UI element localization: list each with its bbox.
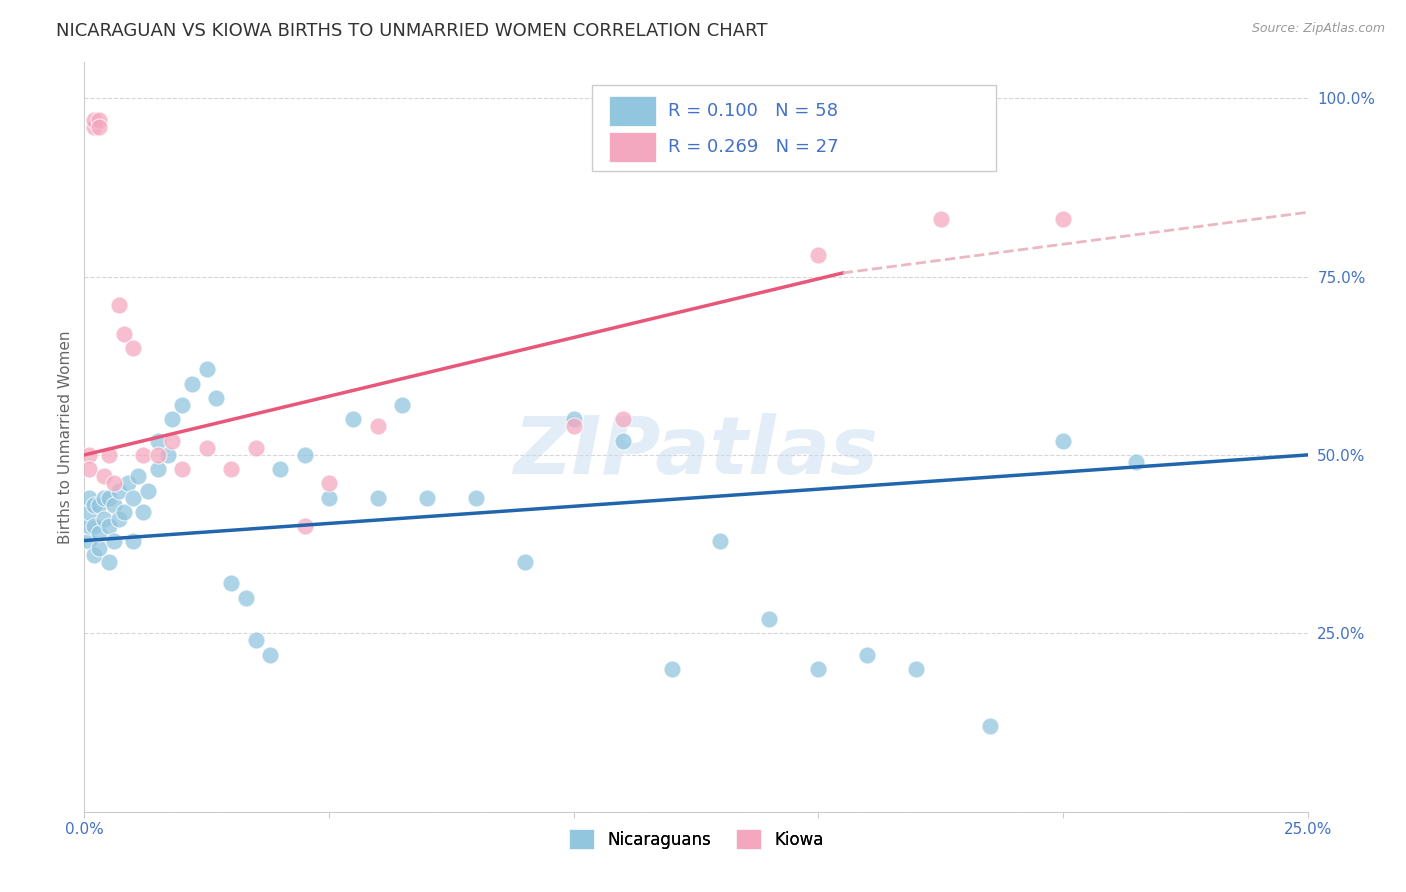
Text: NICARAGUAN VS KIOWA BIRTHS TO UNMARRIED WOMEN CORRELATION CHART: NICARAGUAN VS KIOWA BIRTHS TO UNMARRIED … (56, 22, 768, 40)
Point (709, 533, 731, 548)
Point (112, 505, 135, 519)
Point (87, 120, 110, 134)
Point (97, 491, 120, 505)
Point (807, 248, 830, 262)
Point (132, 448, 155, 462)
Point (162, 434, 184, 448)
Point (83, 112, 105, 127)
Point (661, 662, 683, 676)
Point (205, 391, 228, 405)
Point (905, 662, 928, 676)
Point (122, 533, 145, 548)
Point (612, 412, 634, 426)
Point (367, 491, 389, 505)
Point (93, 491, 115, 505)
Point (245, 441, 267, 455)
Point (146, 434, 169, 448)
Point (269, 462, 291, 476)
Point (83, 519, 105, 533)
Point (562, 412, 585, 426)
Point (294, 448, 316, 462)
Y-axis label: Births to Unmarried Women: Births to Unmarried Women (58, 330, 73, 544)
Point (391, 398, 413, 412)
Point (156, 448, 179, 462)
Point (318, 491, 340, 505)
Point (77, 448, 100, 462)
Point (979, 719, 1001, 733)
Point (367, 419, 389, 434)
Point (107, 298, 129, 312)
Point (416, 491, 439, 505)
Point (87, 498, 110, 512)
FancyBboxPatch shape (609, 132, 655, 162)
Point (77, 491, 100, 505)
Point (87, 526, 110, 541)
Point (127, 469, 149, 483)
Text: Source: ZipAtlas.com: Source: ZipAtlas.com (1251, 22, 1385, 36)
Point (612, 434, 634, 448)
Point (146, 462, 169, 476)
Point (235, 591, 257, 605)
Point (83, 120, 105, 134)
Point (162, 412, 184, 426)
Point (562, 419, 585, 434)
Point (77, 519, 100, 533)
Point (1125, 455, 1147, 469)
Text: ZIPatlas: ZIPatlas (513, 413, 879, 491)
Text: R = 0.100   N = 58: R = 0.100 N = 58 (668, 103, 838, 120)
FancyBboxPatch shape (609, 96, 655, 126)
Point (172, 462, 194, 476)
Point (107, 512, 129, 526)
Point (97, 555, 120, 569)
Point (117, 476, 139, 491)
Point (172, 398, 194, 412)
Point (83, 548, 105, 562)
Point (1052, 434, 1074, 448)
Point (929, 212, 952, 227)
Point (219, 462, 242, 476)
Point (513, 555, 536, 569)
Point (77, 505, 100, 519)
Point (259, 648, 281, 662)
Point (146, 448, 169, 462)
Point (103, 533, 125, 548)
Point (87, 541, 110, 555)
Point (122, 341, 145, 355)
Point (112, 326, 135, 341)
Point (219, 576, 242, 591)
Point (807, 662, 830, 676)
Point (294, 519, 316, 533)
Legend: Nicaraguans, Kiowa: Nicaraguans, Kiowa (562, 822, 830, 855)
Point (93, 512, 115, 526)
Point (87, 112, 110, 127)
Point (195, 441, 218, 455)
Text: R = 0.269   N = 27: R = 0.269 N = 27 (668, 138, 838, 156)
Point (83, 498, 105, 512)
Point (136, 483, 159, 498)
Point (97, 448, 120, 462)
Point (758, 612, 780, 626)
Point (103, 476, 125, 491)
Point (122, 491, 145, 505)
Point (181, 376, 204, 391)
FancyBboxPatch shape (592, 85, 995, 171)
Point (97, 519, 120, 533)
Point (107, 483, 129, 498)
Point (77, 462, 100, 476)
Point (195, 362, 218, 376)
Point (103, 498, 125, 512)
Point (856, 648, 879, 662)
Point (464, 491, 486, 505)
Point (1052, 212, 1074, 227)
Point (245, 633, 267, 648)
Point (342, 412, 364, 426)
Point (132, 505, 155, 519)
Point (93, 469, 115, 483)
Point (318, 476, 340, 491)
Point (77, 533, 100, 548)
